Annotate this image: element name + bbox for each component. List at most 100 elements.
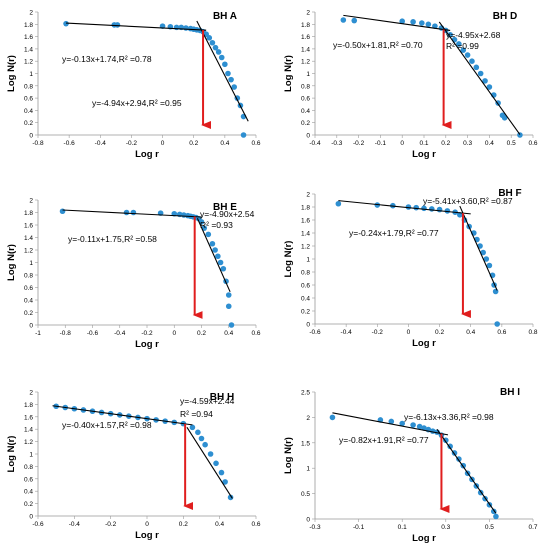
data-point xyxy=(209,240,216,247)
data-point xyxy=(189,424,196,431)
data-point xyxy=(63,20,69,27)
chart-panel-bh-i: 0 0.5 1 1.5 2 2.5 -0.3 -0.1 0.1 0.3 0.5 0.7 Log r Log… xyxy=(283,387,538,544)
y-tick-label: 0.6 xyxy=(24,96,33,103)
y-tick-label: 0.5 xyxy=(301,491,310,498)
y-tick-label: 2.5 xyxy=(301,390,310,397)
y-tick-label: 0 xyxy=(29,323,33,330)
data-point xyxy=(388,418,395,425)
chart-panel-bh-h: 0 0.2 0.4 0.6 0.8 1 1.2 1.4 1.6 1.8 2 -0.6 -0.4 -0.2 0… xyxy=(6,390,261,542)
y-axis-label: Log N(r) xyxy=(6,436,17,473)
trend-equation-label: y=-0.24x+1.79,R² =0.77 xyxy=(349,228,439,238)
r-squared-label: R² =0.94 xyxy=(180,409,213,419)
y-tick-label: 1.6 xyxy=(24,414,33,421)
data-point xyxy=(206,35,213,41)
data-point xyxy=(447,443,453,450)
y-tick-label: 0.8 xyxy=(301,83,310,90)
x-tick-label: 0.1 xyxy=(419,140,428,147)
trend-equation-label: y=-6.13x+3.36,R² =0.98 xyxy=(404,412,494,422)
data-point xyxy=(213,460,219,467)
y-axis-label: Log N(r) xyxy=(283,437,294,474)
data-point xyxy=(218,54,225,61)
trend-equation-label: y=-0.40x+1.57,R² =0.98 xyxy=(62,420,152,430)
x-tick-label: -0.1 xyxy=(375,140,387,147)
y-tick-label: 1.5 xyxy=(301,440,310,447)
data-point xyxy=(419,20,425,26)
chart-panel-bh-f: 0 0.2 0.4 0.6 0.8 1 1.2 1.4 1.6 1.8 2 -0.6 -0.4 -0.2 0… xyxy=(283,188,538,349)
y-tick-label: 0.2 xyxy=(301,120,310,127)
data-point xyxy=(215,49,222,55)
trend-line xyxy=(332,412,449,436)
trend-equation-label: y=-0.82x+1.91,R² =0.77 xyxy=(339,435,429,445)
y-tick-label: 1.8 xyxy=(24,22,33,29)
y-tick-label: 1.8 xyxy=(24,210,33,217)
x-tick-label: -0.3 xyxy=(331,140,343,147)
y-tick-label: 1.2 xyxy=(301,244,310,251)
y-tick-label: 1.6 xyxy=(301,218,310,225)
data-point xyxy=(492,288,499,295)
x-tick-label: -0.8 xyxy=(32,140,44,147)
data-point xyxy=(482,78,488,84)
x-tick-label: 0.3 xyxy=(463,140,472,147)
x-tick-label: -0.4 xyxy=(69,521,81,528)
y-tick-label: 2 xyxy=(29,198,33,205)
y-tick-label: 2 xyxy=(306,10,310,17)
x-tick-label: -0.6 xyxy=(309,329,321,336)
data-point xyxy=(205,231,212,238)
data-point xyxy=(421,425,427,431)
y-tick-label: 0.8 xyxy=(24,464,33,471)
y-tick-label: 1 xyxy=(306,257,310,264)
x-tick-label: 0 xyxy=(145,521,149,528)
x-tick-label: 0.5 xyxy=(507,140,516,147)
data-point xyxy=(483,256,490,262)
x-tick-label: -0.6 xyxy=(32,521,44,528)
data-point xyxy=(225,303,232,310)
x-axis-label: Log r xyxy=(412,338,436,349)
y-tick-label: 0.6 xyxy=(301,96,310,103)
x-tick-label: 0.1 xyxy=(398,524,407,531)
y-tick-label: 0 xyxy=(29,514,33,521)
trend-line xyxy=(343,14,451,31)
data-point xyxy=(225,70,231,77)
trend-line xyxy=(196,20,249,122)
data-point xyxy=(335,200,342,207)
y-tick-label: 1.6 xyxy=(24,34,33,41)
panel-title: BH A xyxy=(213,11,237,22)
data-point xyxy=(473,64,480,71)
x-tick-label: -0.2 xyxy=(353,140,365,147)
x-tick-label: -0.2 xyxy=(105,521,117,528)
data-point xyxy=(225,292,232,298)
x-tick-label: 0.4 xyxy=(485,140,494,147)
data-point xyxy=(486,262,493,269)
data-point xyxy=(447,31,453,38)
x-tick-label: 0.4 xyxy=(220,140,229,147)
y-tick-label: 1 xyxy=(306,71,310,78)
x-axis-label: Log r xyxy=(135,149,159,160)
data-point xyxy=(218,469,225,476)
y-tick-label: 0.8 xyxy=(301,270,310,277)
y-tick-label: 0.4 xyxy=(301,108,310,115)
y-tick-label: 1 xyxy=(29,71,33,78)
data-point xyxy=(436,206,443,213)
x-tick-label: 0.2 xyxy=(197,330,206,337)
data-point xyxy=(469,58,475,64)
trend-line xyxy=(338,200,471,215)
x-tick-label: 0 xyxy=(407,329,411,336)
y-tick-label: 0 xyxy=(306,133,310,140)
chart-panel-bh-d: 0 0.2 0.4 0.6 0.8 1 1.2 1.4 1.6 1.8 2 -0.4 -0.3 -0.2 -… xyxy=(283,10,538,161)
data-point xyxy=(480,249,486,256)
data-point xyxy=(212,44,219,51)
data-point xyxy=(416,423,423,430)
x-tick-label: 0.2 xyxy=(179,521,188,528)
data-point xyxy=(486,84,493,90)
x-axis-label: Log r xyxy=(412,533,436,544)
y-tick-label: 2 xyxy=(29,10,33,17)
y-tick-label: 1.8 xyxy=(301,22,310,29)
trend-line xyxy=(196,218,231,293)
x-tick-label: 0 xyxy=(400,140,404,147)
x-tick-label: 0 xyxy=(172,330,176,337)
y-tick-label: 1.4 xyxy=(301,231,310,238)
x-tick-label: -0.4 xyxy=(114,330,126,337)
data-point xyxy=(228,322,235,328)
trend-line xyxy=(459,205,498,291)
x-tick-label: -0.4 xyxy=(309,140,321,147)
